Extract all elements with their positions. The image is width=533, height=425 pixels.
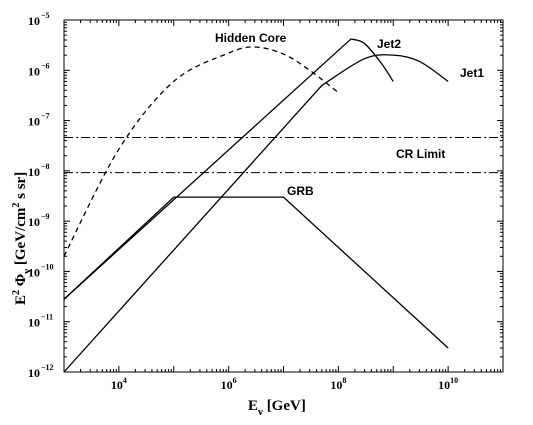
y-tick-label: 10: [28, 14, 40, 28]
x-tick-label: 104: [111, 376, 127, 392]
y-tick-base: 10: [28, 14, 40, 28]
y-tick-base: 10: [28, 215, 40, 229]
y-axis-label-unit-sup: 2: [11, 203, 22, 208]
y-axis-label-sub: ν: [21, 269, 33, 275]
x-axis-label-sub: ν: [257, 406, 263, 418]
x-tick-exponent: 10: [450, 376, 458, 385]
y-tick-exponent: −12: [41, 363, 54, 372]
x-tick-base: 10: [221, 378, 233, 392]
y-tick-label: 10: [28, 165, 40, 179]
y-tick-exponent: −11: [41, 313, 53, 322]
y-tick-base: 10: [28, 165, 40, 179]
y-axis-label: E2 Φν [GeV/cm2 s sr]: [11, 172, 33, 305]
y-tick-base: 10: [28, 316, 40, 330]
x-tick-label: 1010: [438, 376, 458, 392]
y-axis-label-unit-a: [GeV/cm: [13, 207, 29, 269]
x-tick-base: 10: [111, 378, 123, 392]
x-tick-base: 10: [438, 378, 450, 392]
x-tick-label: 106: [221, 376, 237, 392]
y-tick-exponent: −6: [41, 61, 50, 70]
y-axis-label-pre-sup: 2: [11, 290, 22, 295]
y-tick-label: 10: [28, 215, 40, 229]
y-tick-base: 10: [28, 265, 40, 279]
x-tick-exponent: 6: [233, 376, 237, 385]
y-tick-exponent: −9: [41, 212, 50, 221]
x-tick-label: 108: [330, 376, 346, 392]
series-label-grb: GRB: [287, 184, 314, 198]
y-tick-label: 10: [28, 316, 40, 330]
series-label-jet2: Jet2: [377, 37, 401, 51]
y-tick-label: 10: [28, 265, 40, 279]
y-tick-label: 10: [28, 64, 40, 78]
y-tick-exponent: −5: [41, 11, 50, 20]
y-tick-label: 10: [28, 366, 40, 380]
series-jet1-line: [63, 54, 449, 373]
y-tick-base: 10: [28, 366, 40, 380]
series-label-hidden-core: Hidden Core: [215, 31, 287, 45]
x-tick-base: 10: [330, 378, 342, 392]
y-tick-exponent: −10: [41, 262, 54, 271]
x-axis-label: Eν [GeV]: [248, 398, 306, 418]
y-tick-label: 10: [28, 115, 40, 129]
y-axis-label-unit-b: s sr]: [13, 172, 29, 203]
series-hidden-core-line: [63, 46, 339, 257]
cr-limit-label: CR Limit: [396, 147, 445, 161]
series-label-jet1: Jet1: [460, 66, 484, 80]
y-tick-base: 10: [28, 115, 40, 129]
y-tick-exponent: −7: [41, 112, 50, 121]
series-grb-line: [63, 196, 449, 349]
x-axis-label-unit: [GeV]: [263, 398, 306, 414]
x-tick-exponent: 8: [342, 376, 346, 385]
series-jet2-line: [63, 38, 394, 300]
y-tick-exponent: −8: [41, 162, 50, 171]
y-axis-label-phi: Φ: [13, 274, 29, 290]
y-tick-base: 10: [28, 64, 40, 78]
y-axis-label-pre: E: [13, 295, 29, 305]
x-tick-exponent: 4: [123, 376, 127, 385]
x-axis-label-main: E: [248, 398, 258, 414]
